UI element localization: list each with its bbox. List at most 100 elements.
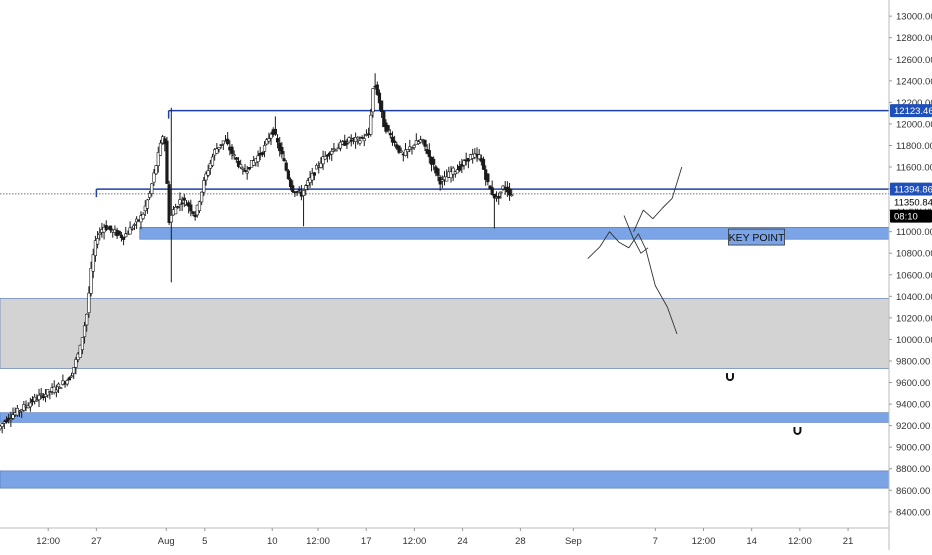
candle-body-167 <box>360 137 364 139</box>
price-label-3: 08:10 <box>894 212 918 223</box>
candle-body-166 <box>358 140 362 144</box>
x-tick-label-12: 12:00 <box>692 536 716 547</box>
drawings-layer: KEY POINT <box>587 166 802 435</box>
x-tick-label-11: 7 <box>653 536 658 547</box>
candle-body-165 <box>356 137 360 140</box>
x-tick-label-6: 17 <box>361 536 372 547</box>
candle-body-149 <box>321 156 325 165</box>
candle-body-123 <box>265 139 269 145</box>
candle-body-78 <box>167 184 171 223</box>
candle-body-137 <box>295 191 299 193</box>
candle-body-177 <box>382 111 386 128</box>
candle-body-236 <box>510 194 514 197</box>
candle-body-87 <box>187 202 191 207</box>
candle-body-124 <box>267 138 271 142</box>
candle-body-44 <box>93 240 98 256</box>
candle-body-154 <box>332 148 336 151</box>
candle-body-209 <box>451 167 455 175</box>
candle-body-142 <box>306 180 310 186</box>
x-tick-label-14: 12:00 <box>788 536 812 547</box>
candle-body-230 <box>497 196 501 199</box>
projection-path-mid <box>623 215 649 254</box>
key-point-label: KEY POINT <box>729 232 785 244</box>
candle-body-56 <box>119 234 124 239</box>
candle-body-127 <box>273 128 277 135</box>
candle-body-133 <box>286 170 290 180</box>
candle-body-28 <box>59 387 63 389</box>
candle-body-85 <box>182 197 186 201</box>
candle-body-26 <box>54 389 58 393</box>
candle-body-145 <box>312 172 317 176</box>
candle-body-185 <box>399 150 403 153</box>
candle-body-111 <box>239 164 243 168</box>
candle-body-9 <box>17 410 22 413</box>
candle-body-138 <box>297 189 301 191</box>
candle-body-188 <box>406 149 410 152</box>
candle-body-96 <box>206 170 210 176</box>
candle-body-23 <box>48 391 52 393</box>
candle-body-108 <box>232 154 236 157</box>
candle-body-184 <box>397 145 401 153</box>
candle-body-100 <box>215 148 219 154</box>
candle-body-214 <box>462 160 466 166</box>
candle-body-225 <box>486 173 490 183</box>
x-tick-label-9: 28 <box>515 536 526 547</box>
projection-path-down <box>587 231 678 335</box>
candle-body-187 <box>403 149 408 156</box>
x-tick-label-7: 12:00 <box>402 536 426 547</box>
candle-body-17 <box>35 399 39 402</box>
candle-body-73 <box>156 152 160 166</box>
x-tick-label-2: Aug <box>158 536 175 547</box>
x-tick-label-8: 24 <box>457 536 468 547</box>
candle-body-151 <box>325 154 330 157</box>
magnet-icon-1 <box>793 426 802 435</box>
candle-body-107 <box>230 146 234 154</box>
y-tick-label-0: 13000.00 <box>896 12 932 23</box>
candle-body-34 <box>72 367 76 374</box>
candle-body-135 <box>291 185 295 192</box>
candle-body-144 <box>310 173 314 181</box>
price-label-0: 12123.46 <box>894 106 932 117</box>
candle-body-6 <box>11 414 15 419</box>
candle-body-98 <box>210 156 215 166</box>
y-tick-label-5: 12000.00 <box>896 119 932 130</box>
y-tick-label-3: 12400.00 <box>896 76 932 87</box>
candle-body-200 <box>432 158 436 165</box>
candle-body-153 <box>330 150 334 155</box>
candle-body-180 <box>388 133 392 136</box>
candle-body-125 <box>269 133 273 139</box>
candle-body-221 <box>477 154 481 160</box>
candle-body-132 <box>284 162 288 171</box>
candle-body-175 <box>377 92 382 104</box>
y-tick-label-13: 10400.00 <box>896 292 932 303</box>
zone-blue-zone-3 <box>0 470 890 489</box>
candle-body-19 <box>39 393 43 395</box>
y-tick-label-18: 9400.00 <box>896 400 930 411</box>
y-tick-label-10: 11000.00 <box>896 227 932 238</box>
zones-layer <box>0 227 890 489</box>
candle-body-16 <box>33 396 37 402</box>
candle-body-79 <box>169 215 173 223</box>
candle-body-82 <box>176 206 180 208</box>
candle-body-21 <box>43 393 48 397</box>
y-tick-label-11: 10800.00 <box>896 249 932 260</box>
price-label-bg-3 <box>890 209 932 223</box>
candle-body-0 <box>0 425 2 430</box>
candle-body-212 <box>458 165 462 171</box>
candle-body-42 <box>89 267 93 294</box>
candle-body-110 <box>236 160 241 167</box>
y-tick-label-22: 8600.00 <box>896 486 930 497</box>
x-tick-label-13: 14 <box>746 536 757 547</box>
x-tick-label-3: 5 <box>202 536 207 547</box>
candle-body-88 <box>189 204 193 212</box>
y-tick-label-21: 8800.00 <box>896 464 930 475</box>
price-label-bg-1 <box>890 182 932 196</box>
candle-body-150 <box>323 155 327 160</box>
y-tick-label-6: 11800.00 <box>896 141 932 152</box>
candle-body-101 <box>217 147 221 150</box>
candle-body-89 <box>191 211 195 214</box>
